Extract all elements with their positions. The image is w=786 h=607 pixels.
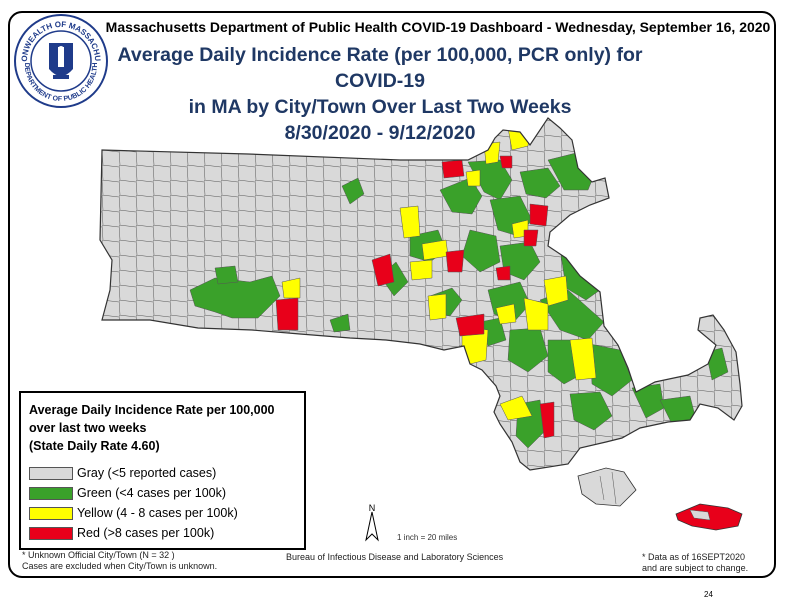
department-seal: COMMONWEALTH OF MASSACHUSETTS DEPARTMENT…	[13, 13, 108, 108]
data-asof-note: * Data as of 16SEPT2020 and are subject …	[642, 552, 748, 574]
legend-item-yellow: Yellow (4 - 8 cases per 100k)	[29, 505, 238, 521]
bureau-credit: Bureau of Infectious Disease and Laborat…	[286, 552, 504, 562]
unknown-town-note: * Unknown Official City/Town (N = 32 ) C…	[22, 550, 217, 572]
title-line-2: in MA by City/Town Over Last Two Weeks	[188, 96, 572, 118]
legend-item-green: Green (<4 cases per 100k)	[29, 485, 226, 501]
unknown-town-line-1: * Unknown Official City/Town (N = 32 )	[22, 550, 175, 560]
map-title: Average Daily Incidence Rate (per 100,00…	[100, 42, 660, 146]
gray-swatch	[29, 467, 73, 481]
legend-label-red: Red (>8 cases per 100k)	[77, 526, 215, 540]
legend-title-line-2: over last two weeks	[29, 421, 147, 435]
page-number: 24	[704, 590, 713, 599]
legend-title: Average Daily Incidence Rate per 100,000…	[29, 401, 301, 455]
unknown-town-line-2: Cases are excluded when City/Town is unk…	[22, 561, 218, 571]
legend-item-gray: Gray (<5 reported cases)	[29, 465, 216, 481]
title-line-1: Average Daily Incidence Rate (per 100,00…	[117, 44, 643, 92]
north-arrow-icon	[365, 511, 379, 542]
data-asof-line-1: * Data as of 16SEPT2020	[642, 552, 746, 562]
legend-label-green: Green (<4 cases per 100k)	[77, 486, 227, 500]
yellow-swatch	[29, 507, 73, 521]
map-scale: 1 inch = 20 miles	[397, 533, 458, 542]
legend-title-line-1: Average Daily Incidence Rate per 100,000	[29, 403, 275, 417]
legend-label-gray: Gray (<5 reported cases)	[77, 466, 217, 480]
dashboard-header: Massachusetts Department of Public Healt…	[105, 19, 771, 35]
red-swatch	[29, 527, 73, 541]
north-label: N	[368, 503, 376, 513]
green-swatch	[29, 487, 73, 501]
legend-label-yellow: Yellow (4 - 8 cases per 100k)	[77, 506, 238, 520]
title-line-3: 8/30/2020 - 9/12/2020	[284, 122, 476, 144]
data-asof-line-2: and are subject to change.	[642, 563, 749, 573]
legend-title-line-3: (State Daily Rate 4.60)	[29, 439, 160, 453]
legend-item-red: Red (>8 cases per 100k)	[29, 525, 214, 541]
map-legend: Average Daily Incidence Rate per 100,000…	[19, 391, 306, 550]
